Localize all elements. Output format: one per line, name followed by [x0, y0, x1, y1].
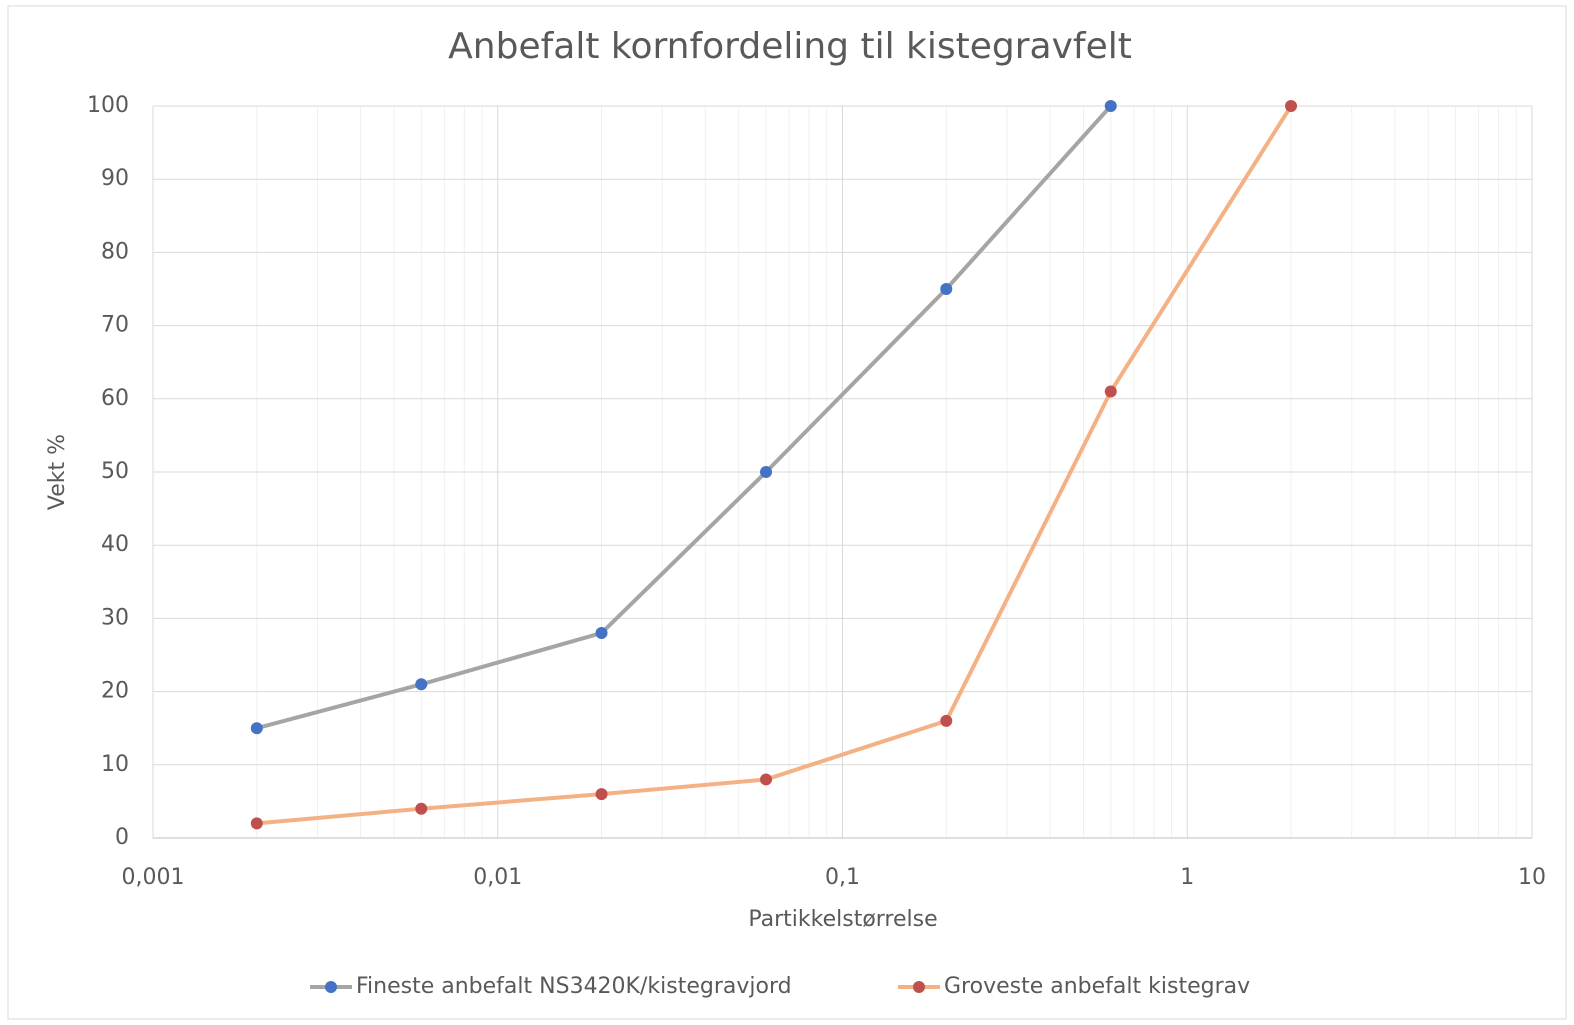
x-axis-label: Partikkelstørrelse — [748, 907, 937, 932]
x-tick-label: 0,01 — [473, 865, 522, 890]
chart-title: Anbefalt kornfordeling til kistegravfelt — [448, 26, 1132, 67]
legend-label: Groveste anbefalt kistegrav — [944, 974, 1250, 999]
data-point — [415, 802, 428, 815]
y-tick-label: 40 — [101, 532, 129, 557]
y-tick-label: 100 — [87, 93, 129, 118]
y-tick-label: 60 — [101, 386, 129, 411]
y-tick-label: 0 — [115, 825, 129, 850]
x-tick-label: 0,1 — [825, 865, 860, 890]
legend-label: Fineste anbefalt NS3420K/kistegravjord — [356, 974, 792, 999]
data-point — [940, 714, 953, 727]
chart-frame — [7, 5, 1567, 1020]
y-tick-label: 50 — [101, 459, 129, 484]
data-point — [250, 722, 263, 735]
legend-marker — [325, 981, 337, 993]
x-tick-label: 10 — [1518, 865, 1546, 890]
data-point — [250, 817, 263, 830]
data-point — [1285, 100, 1298, 112]
y-tick-label: 30 — [101, 605, 129, 630]
data-point — [595, 788, 608, 801]
y-tick-label: 90 — [101, 166, 129, 191]
y-tick-label: 10 — [101, 752, 129, 777]
data-point — [760, 773, 773, 786]
y-tick-label: 20 — [101, 679, 129, 704]
x-tick-label: 0,001 — [122, 865, 185, 890]
data-point — [415, 678, 428, 691]
series-line — [256, 104, 1113, 731]
y-axis-label: Vekt % — [45, 434, 70, 510]
y-tick-label: 80 — [101, 239, 129, 264]
data-point — [1104, 385, 1117, 398]
legend-marker — [913, 981, 925, 993]
x-tick-label: 1 — [1180, 865, 1194, 890]
data-point — [595, 627, 608, 640]
data-point — [940, 283, 953, 295]
data-point — [1104, 100, 1117, 112]
y-tick-label: 70 — [101, 313, 129, 338]
data-point — [760, 466, 773, 478]
